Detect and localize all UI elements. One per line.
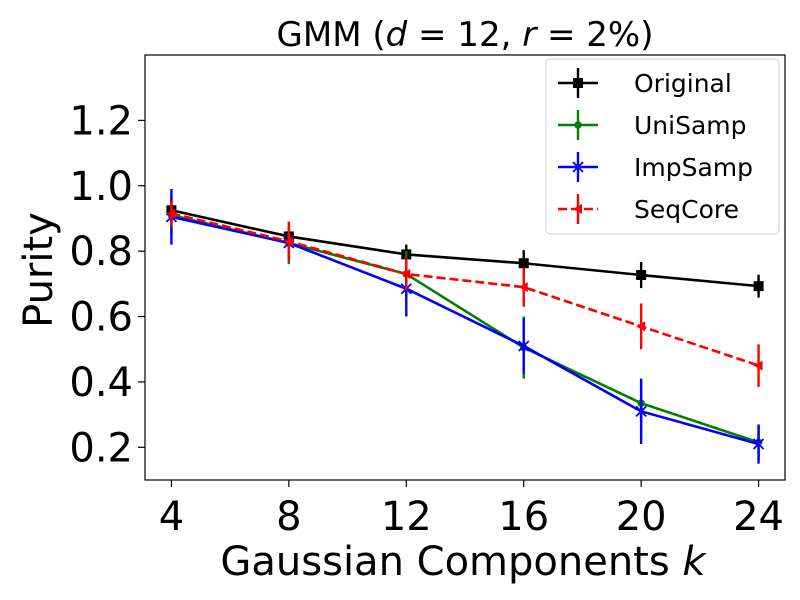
y-tick-label: 0.8 bbox=[69, 229, 133, 275]
legend-box bbox=[545, 58, 780, 235]
series-line-seqcore bbox=[171, 212, 759, 367]
x-tick-label: 12 bbox=[381, 494, 432, 540]
y-tick-label: 0.2 bbox=[69, 425, 133, 471]
legend-swatch-marker bbox=[572, 161, 584, 173]
y-tick-label: 0.6 bbox=[69, 295, 133, 341]
legend-label: Original bbox=[634, 69, 732, 98]
x-axis-title: Gaussian Components k bbox=[220, 539, 707, 585]
legend-label: UniSamp bbox=[634, 111, 747, 140]
data-point bbox=[753, 360, 763, 371]
legend: Original UniSamp ImpSamp SeqCore bbox=[545, 58, 780, 235]
data-point bbox=[283, 236, 293, 247]
legend-label: SeqCore bbox=[634, 195, 739, 224]
data-point bbox=[518, 258, 529, 269]
plot-frame bbox=[144, 54, 786, 481]
legend-item-unisamp: UniSamp bbox=[558, 110, 747, 140]
legend-item-original: Original bbox=[558, 68, 732, 98]
data-point bbox=[166, 208, 176, 219]
y-tick-label: 0.4 bbox=[69, 360, 133, 406]
x-tick-label: 20 bbox=[616, 494, 667, 540]
legend-label: ImpSamp bbox=[634, 153, 753, 182]
x-tick-label: 24 bbox=[733, 494, 784, 540]
legend-item-seqcore: SeqCore bbox=[558, 194, 739, 224]
x-tick-label: 4 bbox=[159, 494, 184, 540]
y-tick-label: 1.2 bbox=[69, 98, 133, 144]
series-line-impsamp bbox=[171, 215, 759, 446]
data-point bbox=[635, 405, 647, 417]
legend-swatch-marker bbox=[573, 78, 583, 88]
data-point bbox=[518, 282, 528, 293]
plot-marks bbox=[165, 189, 765, 464]
chart-title: GMM (d = 12, r = 2%) bbox=[277, 15, 654, 55]
series-seqcore bbox=[166, 200, 763, 387]
data-point bbox=[518, 340, 530, 352]
data-point bbox=[636, 270, 647, 281]
x-axis: 4 8 12 16 20 24 bbox=[159, 480, 784, 540]
legend-swatch-marker bbox=[574, 121, 582, 129]
legend-item-impsamp: ImpSamp bbox=[558, 152, 753, 182]
y-axis-title: Purity bbox=[16, 212, 62, 328]
x-tick-label: 16 bbox=[498, 494, 549, 540]
data-point bbox=[753, 281, 764, 292]
data-point bbox=[401, 269, 411, 280]
y-axis: 0.2 0.4 0.6 0.8 1.0 1.2 bbox=[69, 98, 145, 471]
x-tick-label: 8 bbox=[276, 494, 301, 540]
series-line-original bbox=[171, 209, 759, 288]
legend-swatch-marker bbox=[573, 204, 582, 214]
y-tick-label: 1.0 bbox=[69, 164, 133, 210]
data-point bbox=[636, 321, 646, 332]
series-line-unisamp bbox=[171, 213, 759, 444]
data-point bbox=[752, 438, 765, 450]
